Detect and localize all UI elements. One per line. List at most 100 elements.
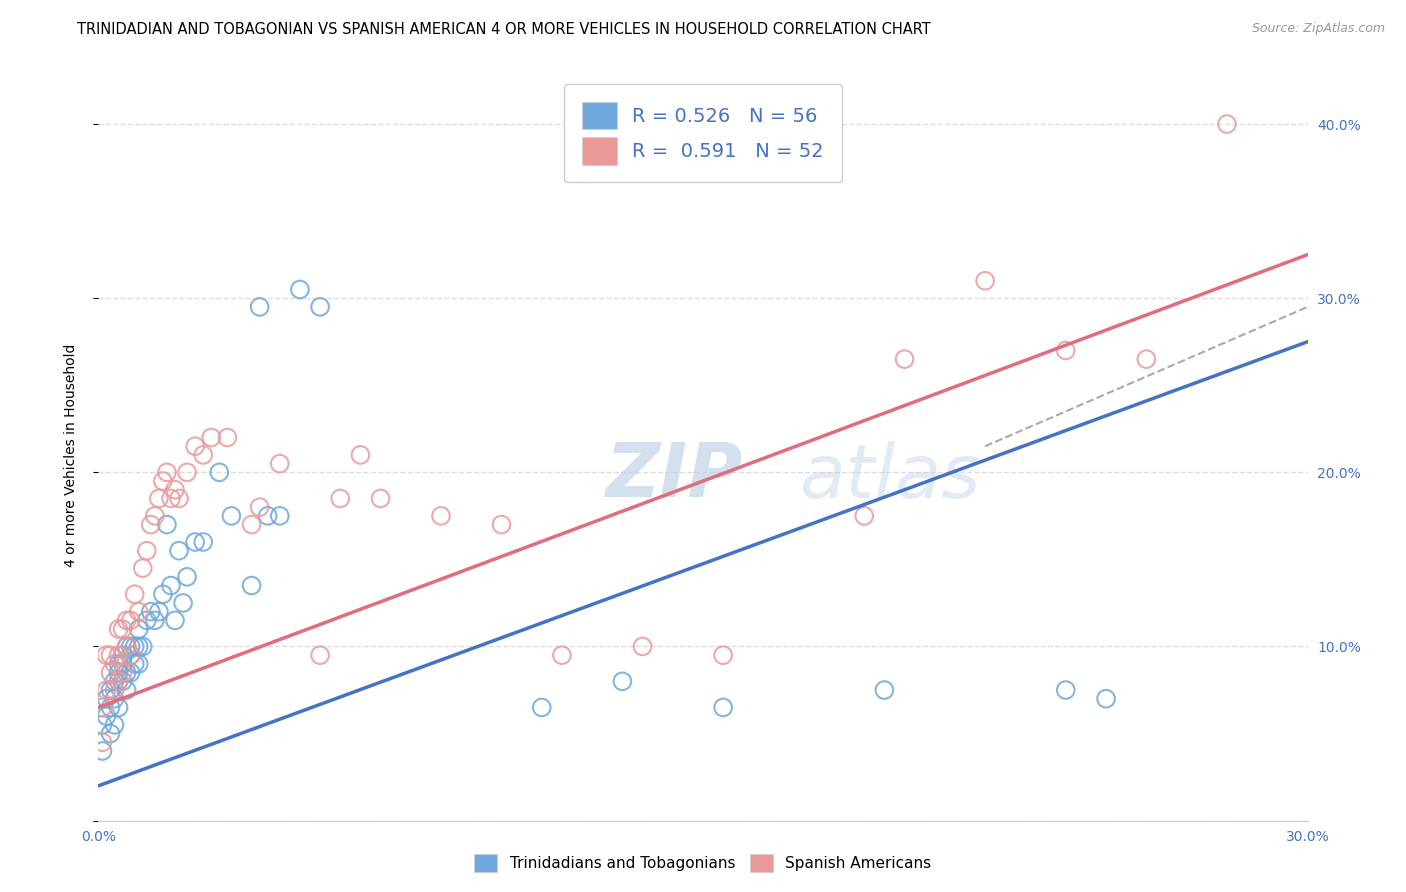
Point xyxy=(551,648,574,663)
Point xyxy=(184,535,207,549)
Point xyxy=(96,691,118,706)
Point xyxy=(612,674,634,689)
Point xyxy=(156,517,179,532)
Point xyxy=(1054,343,1077,358)
Point xyxy=(349,448,371,462)
Point xyxy=(430,508,453,523)
Point xyxy=(143,613,166,627)
Point xyxy=(91,700,114,714)
Point xyxy=(107,657,129,671)
Text: ZIP: ZIP xyxy=(606,441,744,514)
Point xyxy=(124,640,146,654)
Point xyxy=(143,508,166,523)
Point xyxy=(974,274,997,288)
Point xyxy=(139,517,162,532)
Point xyxy=(103,657,125,671)
Text: TRINIDADIAN AND TOBAGONIAN VS SPANISH AMERICAN 4 OR MORE VEHICLES IN HOUSEHOLD C: TRINIDADIAN AND TOBAGONIAN VS SPANISH AM… xyxy=(77,22,931,37)
Point xyxy=(1054,683,1077,698)
Point xyxy=(128,605,150,619)
Point xyxy=(91,744,114,758)
Point xyxy=(100,648,122,663)
Point xyxy=(103,718,125,732)
Point xyxy=(269,457,291,471)
Point xyxy=(167,491,190,506)
Point xyxy=(152,587,174,601)
Point xyxy=(120,640,142,654)
Point xyxy=(240,517,263,532)
Point xyxy=(107,665,129,680)
Point xyxy=(132,640,155,654)
Point xyxy=(120,613,142,627)
Point xyxy=(91,735,114,749)
Point xyxy=(111,648,134,663)
Point xyxy=(200,430,222,444)
Point xyxy=(221,508,243,523)
Legend: R = 0.526   N = 56, R =  0.591   N = 52: R = 0.526 N = 56, R = 0.591 N = 52 xyxy=(564,84,842,182)
Point xyxy=(1135,352,1157,367)
Point xyxy=(148,605,170,619)
Point xyxy=(100,726,122,740)
Point xyxy=(256,508,278,523)
Point xyxy=(309,648,332,663)
Point xyxy=(329,491,352,506)
Point xyxy=(1095,691,1118,706)
Point xyxy=(370,491,392,506)
Point xyxy=(163,613,186,627)
Point xyxy=(193,448,215,462)
Point xyxy=(115,640,138,654)
Point xyxy=(96,648,118,663)
Point xyxy=(873,683,896,698)
Point xyxy=(107,622,129,636)
Point xyxy=(100,683,122,698)
Y-axis label: 4 or more Vehicles in Household: 4 or more Vehicles in Household xyxy=(63,343,77,566)
Point xyxy=(115,665,138,680)
Point xyxy=(208,466,231,480)
Point xyxy=(128,622,150,636)
Point xyxy=(184,439,207,453)
Point xyxy=(139,605,162,619)
Point xyxy=(111,674,134,689)
Point xyxy=(172,596,194,610)
Text: Source: ZipAtlas.com: Source: ZipAtlas.com xyxy=(1251,22,1385,36)
Point xyxy=(269,508,291,523)
Point xyxy=(156,466,179,480)
Point xyxy=(176,466,198,480)
Point xyxy=(148,491,170,506)
Point xyxy=(91,718,114,732)
Point xyxy=(111,622,134,636)
Point xyxy=(240,578,263,592)
Point xyxy=(1216,117,1239,131)
Point xyxy=(893,352,915,367)
Legend: Trinidadians and Tobagonians, Spanish Americans: Trinidadians and Tobagonians, Spanish Am… xyxy=(467,846,939,880)
Point xyxy=(103,683,125,698)
Point xyxy=(132,561,155,575)
Point xyxy=(115,683,138,698)
Point xyxy=(96,709,118,723)
Point xyxy=(120,648,142,663)
Point xyxy=(160,491,183,506)
Point xyxy=(100,700,122,714)
Point xyxy=(288,283,311,297)
Point xyxy=(103,674,125,689)
Point xyxy=(107,674,129,689)
Point xyxy=(491,517,513,532)
Point xyxy=(711,700,734,714)
Point xyxy=(176,570,198,584)
Point xyxy=(96,683,118,698)
Point xyxy=(135,613,157,627)
Point xyxy=(115,613,138,627)
Point xyxy=(167,543,190,558)
Point xyxy=(111,665,134,680)
Point xyxy=(249,300,271,314)
Text: atlas: atlas xyxy=(800,441,981,513)
Point xyxy=(115,640,138,654)
Point xyxy=(309,300,332,314)
Point xyxy=(124,587,146,601)
Point xyxy=(163,483,186,497)
Point xyxy=(128,640,150,654)
Point xyxy=(193,535,215,549)
Point xyxy=(249,500,271,515)
Point xyxy=(160,578,183,592)
Point xyxy=(107,674,129,689)
Point xyxy=(152,474,174,488)
